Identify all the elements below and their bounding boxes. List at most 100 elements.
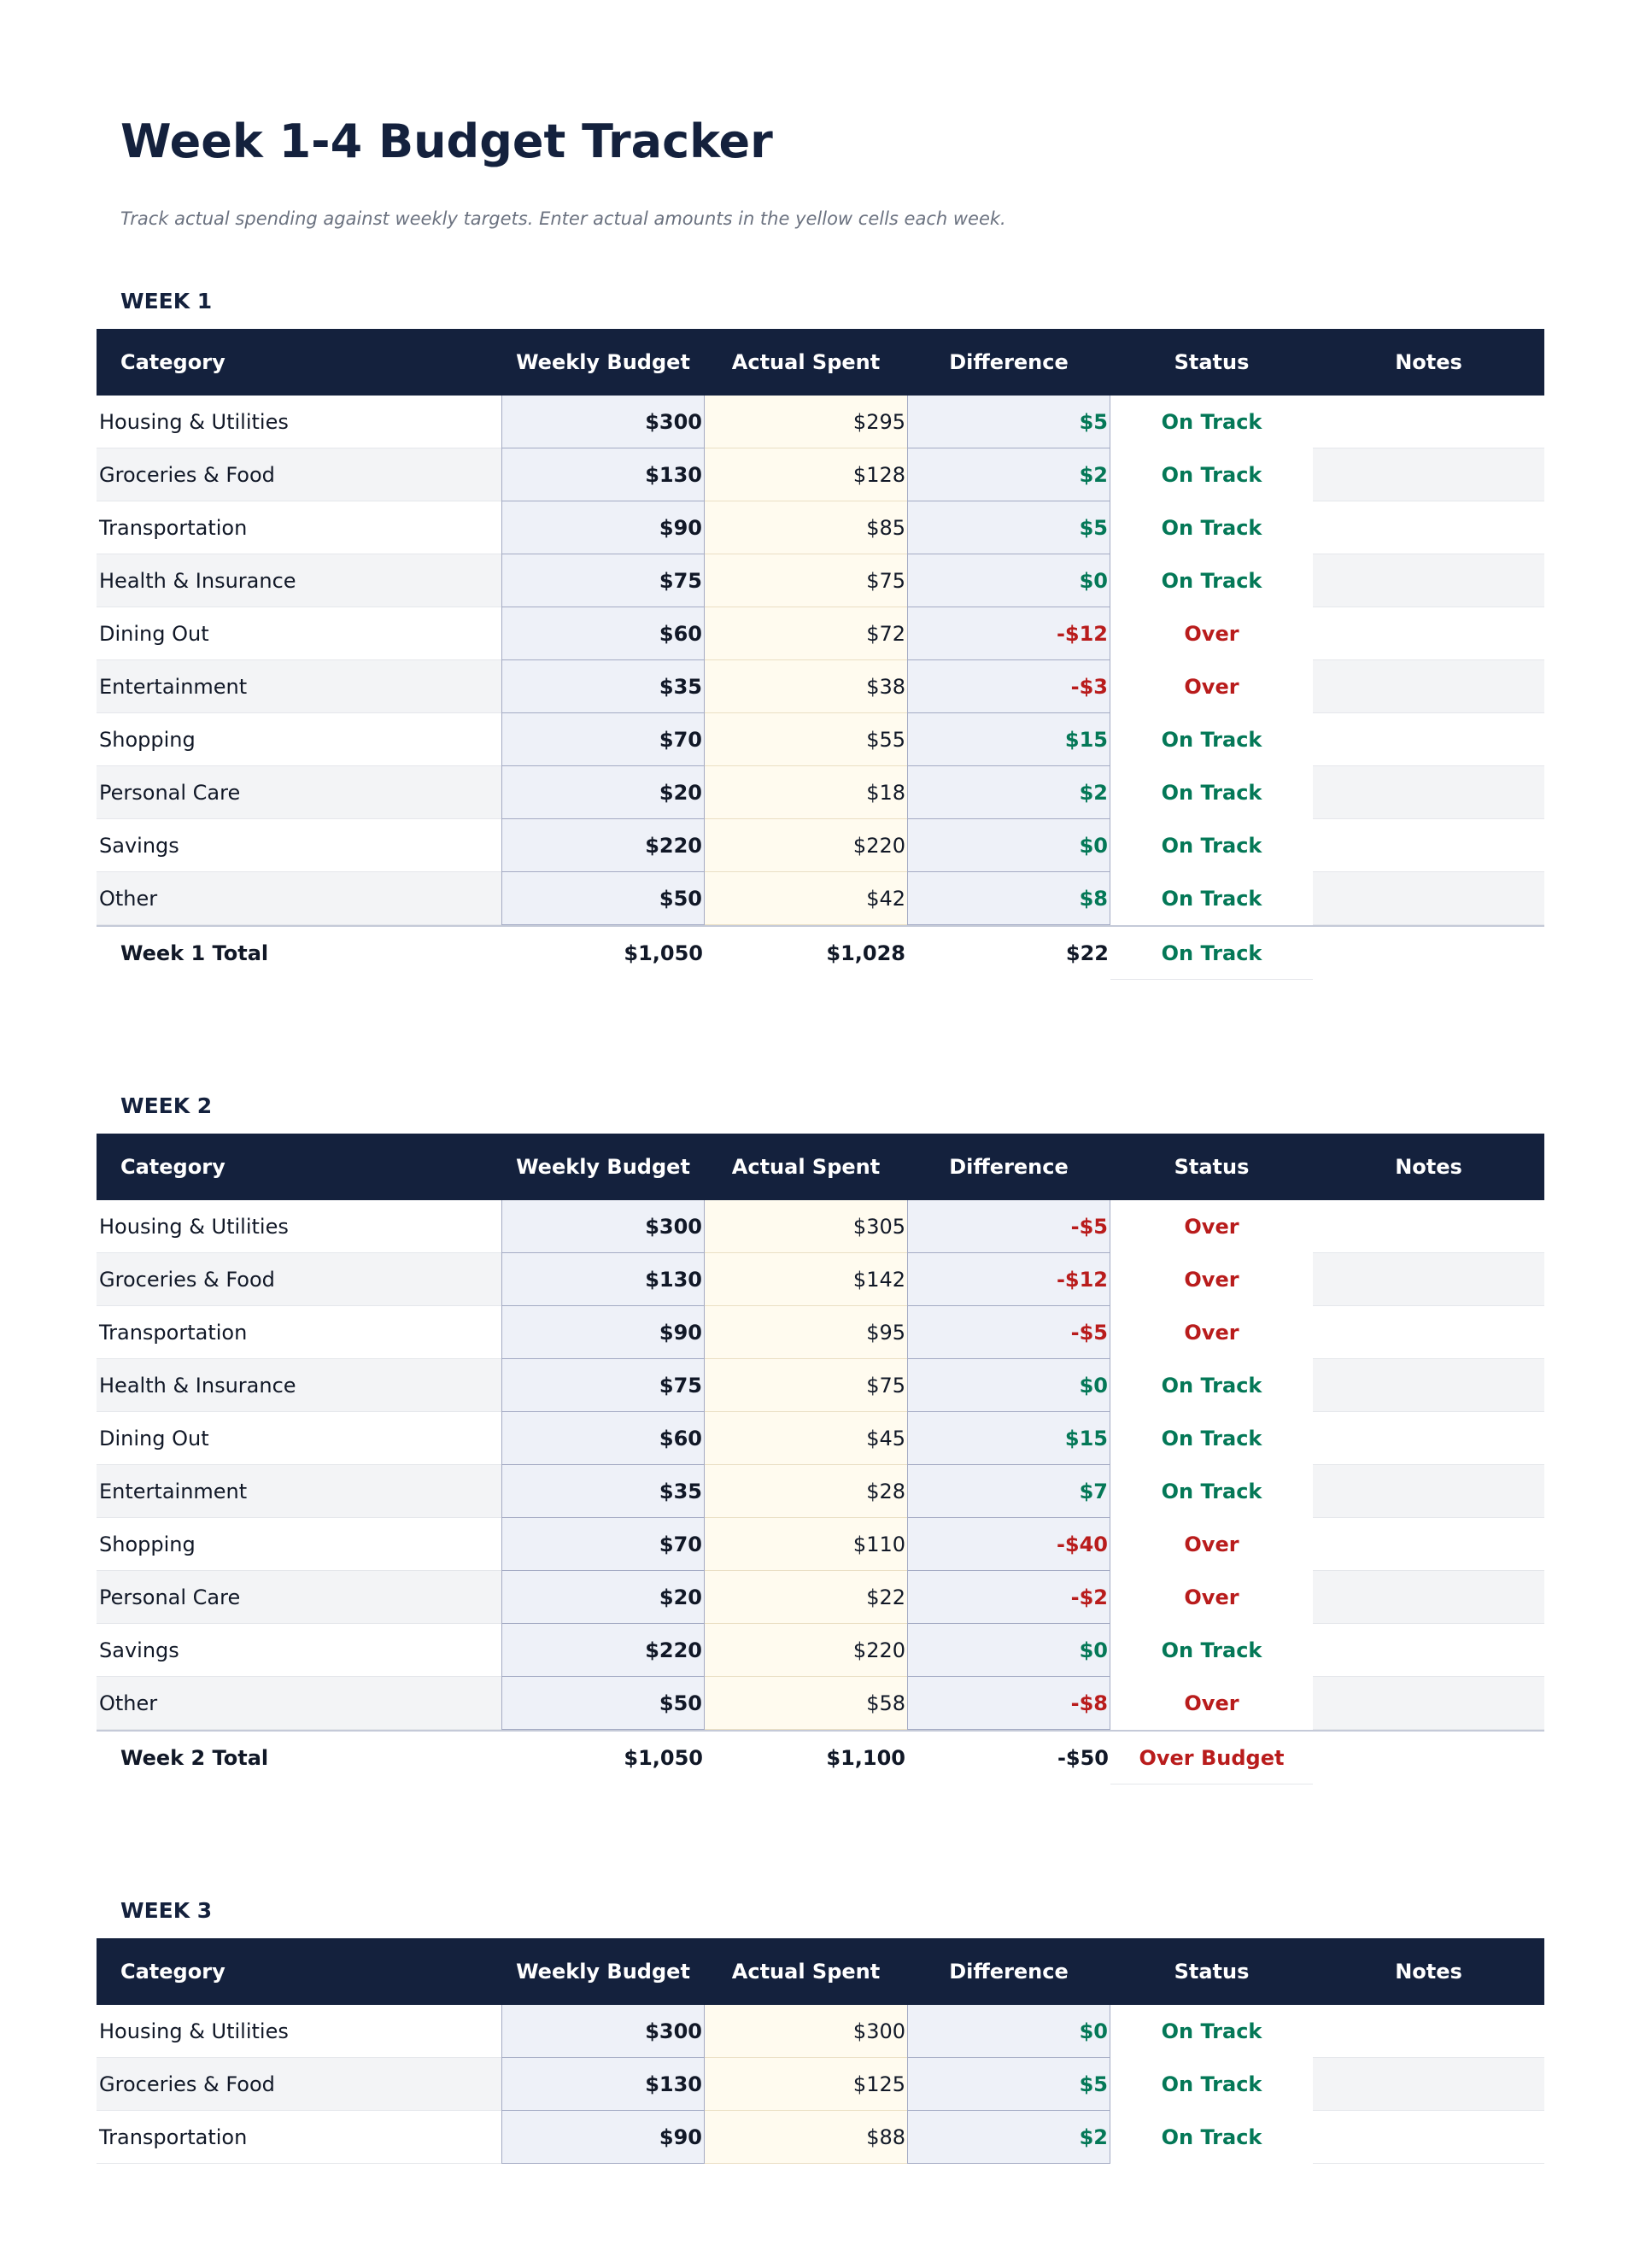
notes-cell [1313, 554, 1544, 607]
cell: $128 [705, 448, 907, 501]
cell: $38 [705, 660, 907, 713]
cell: -$40 [907, 1518, 1110, 1571]
table-row: Health & Insurance $75 $75 $0 On Track [97, 1359, 1544, 1412]
week-label: WEEK 3 [120, 1898, 213, 1923]
cell: Over [1184, 1215, 1239, 1239]
cell: Groceries & Food [97, 1253, 501, 1306]
cell: Other [97, 872, 501, 925]
cell: $20 [501, 766, 705, 819]
cell: On Track [1161, 2125, 1262, 2149]
cell: Over [1184, 1321, 1239, 1345]
cell: On Track [1161, 569, 1262, 593]
cell: $0 [907, 554, 1110, 607]
notes-cell [1313, 872, 1544, 925]
column-header: Difference [949, 1155, 1069, 1179]
notes-cell [1313, 1465, 1544, 1518]
cell: $5 [907, 2058, 1110, 2111]
cell: $15 [907, 1412, 1110, 1465]
table-row: Shopping $70 $110 -$40 Over [97, 1518, 1544, 1571]
column-header: Actual Spent [731, 1155, 881, 1179]
cell: Shopping [97, 713, 501, 766]
cell: Savings [97, 819, 501, 872]
cell: On Track [1161, 728, 1262, 752]
cell: $70 [501, 1518, 705, 1571]
header-row: Category Weekly Budget Actual Spent Differe… [97, 1134, 1544, 1200]
cell: $142 [705, 1253, 907, 1306]
cell: $22 [705, 1571, 907, 1624]
cell: $42 [705, 872, 907, 925]
cell: $75 [705, 554, 907, 607]
cell: Over [1184, 1585, 1239, 1609]
cell: $72 [705, 607, 907, 660]
cell: Savings [97, 1624, 501, 1677]
page: Week 1-4 Budget Tracker Track actual spe… [97, 116, 1544, 2164]
cell: $7 [907, 1465, 1110, 1518]
week-label: WEEK 1 [120, 289, 213, 314]
total-cell: $22 [1065, 941, 1109, 965]
table-row: Dining Out $60 $72 -$12 Over [97, 607, 1544, 660]
cell: Entertainment [97, 1465, 501, 1518]
column-header: Category [120, 1960, 226, 1984]
header-row: Category Weekly Budget Actual Spent Differe… [97, 329, 1544, 396]
cell: Over [1184, 1533, 1239, 1556]
notes-cell [1313, 448, 1544, 501]
cell: $20 [501, 1571, 705, 1624]
total-row: Week 1 Total $1,050 $1,028 $22 On Track [97, 925, 1544, 980]
total-cell: $1,050 [624, 1746, 703, 1770]
cell: Transportation [97, 2111, 501, 2164]
column-header: Weekly Budget [516, 1960, 690, 1984]
cell: $75 [501, 554, 705, 607]
cell: $220 [501, 819, 705, 872]
cell: -$5 [907, 1200, 1110, 1253]
total-cell: $1,100 [826, 1746, 905, 1770]
notes-cell [1313, 819, 1544, 872]
notes-cell [1313, 1253, 1544, 1306]
notes-cell [1313, 1412, 1544, 1465]
column-header: Status [1174, 1960, 1250, 1984]
cell: $50 [501, 872, 705, 925]
total-cell: -$50 [1057, 1746, 1109, 1770]
column-header: Notes [1395, 1960, 1462, 1984]
cell: On Track [1161, 1480, 1262, 1503]
total-cell: Week 1 Total [120, 941, 269, 965]
cell: Entertainment [97, 660, 501, 713]
cell: $90 [501, 2111, 705, 2164]
total-cell: On Track [1110, 927, 1313, 980]
notes-cell [1313, 1732, 1544, 1785]
table-row: Housing & Utilities $300 $305 -$5 Over [97, 1200, 1544, 1253]
cell: $75 [501, 1359, 705, 1412]
cell: -$2 [907, 1571, 1110, 1624]
notes-cell [1313, 1518, 1544, 1571]
cell: -$5 [907, 1306, 1110, 1359]
cell: $300 [501, 396, 705, 448]
notes-cell [1313, 607, 1544, 660]
total-row: Week 2 Total $1,050 $1,100 -$50 Over Budget [97, 1730, 1544, 1785]
weeks: WEEK 1 Category Weekly Budget Actual Spent D… [97, 279, 1544, 2268]
notes-cell [1313, 927, 1544, 980]
cell: On Track [1161, 887, 1262, 911]
cell: $15 [907, 713, 1110, 766]
cell: $295 [705, 396, 907, 448]
cell: $50 [501, 1677, 705, 1730]
notes-cell [1313, 1306, 1544, 1359]
notes-cell [1313, 2005, 1544, 2058]
cell: $130 [501, 448, 705, 501]
cell: $70 [501, 713, 705, 766]
notes-cell [1313, 1624, 1544, 1677]
table-row: Transportation $90 $95 -$5 Over [97, 1306, 1544, 1359]
cell: $2 [907, 766, 1110, 819]
column-header: Weekly Budget [516, 350, 690, 374]
cell: Over [1184, 622, 1239, 646]
cell: $95 [705, 1306, 907, 1359]
cell: Health & Insurance [97, 1359, 501, 1412]
table-row: Health & Insurance $75 $75 $0 On Track [97, 554, 1544, 607]
table-row: Groceries & Food $130 $142 -$12 Over [97, 1253, 1544, 1306]
cell: Shopping [97, 1518, 501, 1571]
column-header: Status [1174, 1155, 1250, 1179]
cell: Groceries & Food [97, 2058, 501, 2111]
cell: On Track [1161, 516, 1262, 540]
cell: On Track [1161, 1638, 1262, 1662]
cell: On Track [1161, 781, 1262, 805]
table-row: Housing & Utilities $300 $300 $0 On Track [97, 2005, 1544, 2058]
cell: $0 [907, 2005, 1110, 2058]
